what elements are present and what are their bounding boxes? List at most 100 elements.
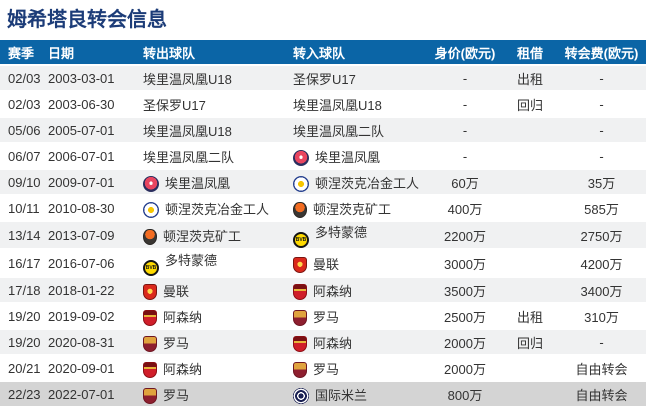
date-cell: 2003-03-01 <box>42 65 137 92</box>
out-team-name: 阿森纳 <box>163 361 203 377</box>
loan-cell <box>503 195 557 222</box>
in-team-name: 埃里温凤凰U18 <box>293 97 382 113</box>
in-team-cell: 罗马 <box>287 303 427 330</box>
page-title: 姆希塔良转会信息 <box>7 9 167 31</box>
out-team-cell: 阿森纳 <box>137 303 287 330</box>
table-row[interactable]: 19/20 2019-09-02 阿森纳 罗马 2500万 出租 310万 <box>0 303 646 330</box>
out-club-logo-icon <box>143 228 157 245</box>
out-club-logo-icon <box>143 309 157 326</box>
transfer-table: 赛季 日期 转出球队 转入球队 身价(欧元) 租借 转会费(欧元) 02/03 … <box>0 40 646 406</box>
in-team-name: 罗马 <box>313 361 340 377</box>
fee-cell: 3400万 <box>557 277 646 304</box>
table-row[interactable]: 17/18 2018-01-22 曼联 阿森纳 3500万 3400万 <box>0 277 646 304</box>
value-cell: - <box>427 65 503 92</box>
value-cell: - <box>427 91 503 118</box>
value-cell: 2200万 <box>427 221 503 250</box>
in-team-name: 顿涅茨克冶金工人 <box>315 175 420 191</box>
loan-cell: 回归 <box>503 329 557 356</box>
fee-cell: - <box>557 65 646 92</box>
out-team-name: 曼联 <box>163 283 190 299</box>
loan-cell <box>503 117 557 144</box>
value-cell: 2000万 <box>427 329 503 356</box>
value-cell: - <box>427 143 503 170</box>
season-cell: 20/21 <box>0 355 42 382</box>
in-club-logo-icon <box>293 387 309 404</box>
table-row[interactable]: 02/03 2003-06-30 圣保罗U17 埃里温凤凰U18 - 回归 - <box>0 91 646 118</box>
season-cell: 02/03 <box>0 65 42 92</box>
in-team-name: 曼联 <box>313 256 340 272</box>
table-row[interactable]: 22/23 2022-07-01 罗马 国际米兰 800万 自由转会 <box>0 381 646 406</box>
in-team-name: 阿森纳 <box>313 283 353 299</box>
loan-cell: 出租 <box>503 65 557 92</box>
season-cell: 10/11 <box>0 195 42 222</box>
out-team-cell: 顿涅茨克冶金工人 <box>137 195 287 222</box>
in-team-name: 顿涅茨克矿工 <box>313 201 392 217</box>
header-date: 日期 <box>42 40 137 66</box>
transfer-table-header: 赛季 日期 转出球队 转入球队 身价(欧元) 租借 转会费(欧元) <box>0 40 646 66</box>
out-team-cell: 埃里温凤凰U18 <box>137 65 287 92</box>
in-team-name: 国际米兰 <box>315 387 368 403</box>
out-team-cell: 阿森纳 <box>137 355 287 382</box>
in-team-name: 圣保罗U17 <box>293 71 356 87</box>
season-cell: 05/06 <box>0 117 42 144</box>
transfer-table-body: 02/03 2003-03-01 埃里温凤凰U18 圣保罗U17 - 出租 - … <box>0 65 646 406</box>
fee-cell: - <box>557 117 646 144</box>
out-club-logo-icon <box>143 387 157 404</box>
in-team-cell: 顿涅茨克冶金工人 <box>287 169 427 196</box>
date-cell: 2009-07-01 <box>42 169 137 196</box>
season-cell: 19/20 <box>0 303 42 330</box>
table-row[interactable]: 13/14 2013-07-09 顿涅茨克矿工 多特蒙德 2200万 2750万 <box>0 221 646 250</box>
loan-cell: 出租 <box>503 303 557 330</box>
loan-cell <box>503 143 557 170</box>
table-row[interactable]: 09/10 2009-07-01 埃里温凤凰 顿涅茨克冶金工人 60万 35万 <box>0 169 646 196</box>
date-cell: 2018-01-22 <box>42 277 137 304</box>
loan-cell <box>503 355 557 382</box>
loan-cell <box>503 277 557 304</box>
date-cell: 2016-07-06 <box>42 249 137 278</box>
table-row[interactable]: 02/03 2003-03-01 埃里温凤凰U18 圣保罗U17 - 出租 - <box>0 65 646 92</box>
table-row[interactable]: 20/21 2020-09-01 阿森纳 罗马 2000万 自由转会 <box>0 355 646 382</box>
season-cell: 19/20 <box>0 329 42 356</box>
in-team-name: 多特蒙德 <box>315 225 368 240</box>
header-fee: 转会费(欧元) <box>557 40 646 66</box>
season-cell: 06/07 <box>0 143 42 170</box>
in-team-cell: 顿涅茨克矿工 <box>287 195 427 222</box>
table-row[interactable]: 10/11 2010-08-30 顿涅茨克冶金工人 顿涅茨克矿工 400万 58… <box>0 195 646 222</box>
season-cell: 22/23 <box>0 381 42 406</box>
header-out-team: 转出球队 <box>137 40 287 66</box>
out-team-name: 罗马 <box>163 335 190 351</box>
out-team-cell: 顿涅茨克矿工 <box>137 221 287 250</box>
in-team-cell: 埃里温凤凰U18 <box>287 91 427 118</box>
fee-cell: - <box>557 91 646 118</box>
out-team-name: 埃里温凤凰U18 <box>143 71 232 87</box>
table-row[interactable]: 16/17 2016-07-06 多特蒙德 曼联 3000万 4200万 <box>0 249 646 278</box>
date-cell: 2020-09-01 <box>42 355 137 382</box>
out-team-cell: 圣保罗U17 <box>137 91 287 118</box>
out-club-logo-icon <box>143 335 157 352</box>
out-club-logo-icon <box>143 175 159 192</box>
out-team-name: 顿涅茨克冶金工人 <box>165 201 270 217</box>
table-row[interactable]: 06/07 2006-07-01 埃里温凤凰二队 埃里温凤凰 - - <box>0 143 646 170</box>
fee-cell: 2750万 <box>557 221 646 250</box>
table-row[interactable]: 19/20 2020-08-31 罗马 阿森纳 2000万 回归 - <box>0 329 646 356</box>
header-season: 赛季 <box>0 40 42 66</box>
fee-cell: 585万 <box>557 195 646 222</box>
in-team-cell: 阿森纳 <box>287 277 427 304</box>
in-team-cell: 罗马 <box>287 355 427 382</box>
season-cell: 16/17 <box>0 249 42 278</box>
loan-cell <box>503 381 557 406</box>
fee-cell: - <box>557 329 646 356</box>
in-team-name: 罗马 <box>313 309 340 325</box>
fee-cell: 自由转会 <box>557 355 646 382</box>
out-team-name: 阿森纳 <box>163 309 203 325</box>
date-cell: 2006-07-01 <box>42 143 137 170</box>
in-club-logo-icon <box>293 309 307 326</box>
in-team-cell: 曼联 <box>287 249 427 278</box>
out-team-cell: 埃里温凤凰二队 <box>137 143 287 170</box>
in-club-logo-icon <box>293 361 307 378</box>
in-club-logo-icon <box>293 256 307 273</box>
table-row[interactable]: 05/06 2005-07-01 埃里温凤凰U18 埃里温凤凰二队 - - <box>0 117 646 144</box>
out-team-name: 罗马 <box>163 387 190 403</box>
out-club-logo-icon <box>143 201 159 218</box>
